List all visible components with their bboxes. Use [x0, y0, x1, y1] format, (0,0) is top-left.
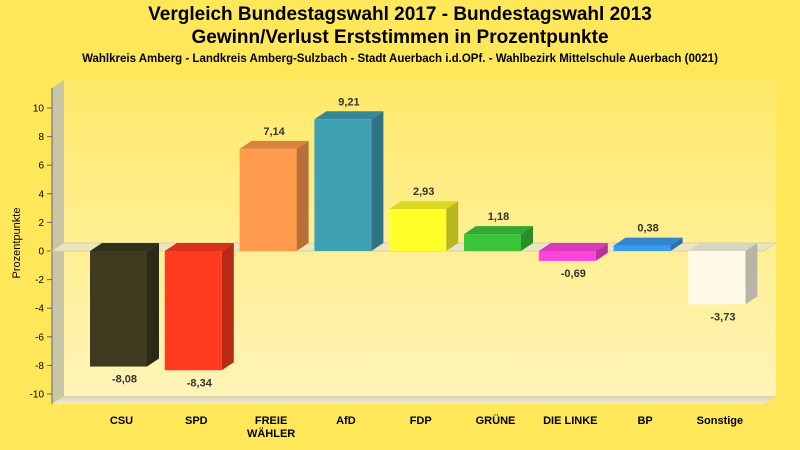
- y-tick-label: 0: [38, 247, 44, 258]
- data-label: 1,18: [488, 211, 509, 223]
- x-category-label: DIE LINKE: [543, 415, 597, 427]
- data-label: -3,73: [710, 311, 735, 323]
- plot-floor: [52, 396, 776, 404]
- bar-side: [521, 226, 533, 251]
- bars: -8,08 -8,34 7,14 9,21 2,93 1,18 -0,69 0,38 -3,73: [50, 96, 778, 389]
- bar: [464, 226, 533, 251]
- bar-front: [164, 251, 222, 371]
- bar-front: [464, 234, 521, 251]
- bar-front: [389, 209, 447, 251]
- bar-front: [239, 148, 297, 251]
- y-tick-label: 4: [38, 189, 44, 200]
- bar-side: [296, 140, 309, 251]
- y-tick-label: -8: [35, 361, 44, 372]
- bar-top: [389, 201, 459, 210]
- bar-side: [371, 111, 384, 251]
- bar: [90, 243, 159, 367]
- plot-left-wall: [52, 80, 64, 404]
- bar-top: [239, 140, 309, 149]
- y-tick-label: 8: [38, 132, 44, 143]
- bar: [538, 243, 608, 261]
- x-category-label: BP: [637, 415, 652, 427]
- bar-side: [595, 243, 608, 261]
- bar-front: [314, 119, 372, 251]
- bar-front: [538, 251, 596, 261]
- bar-top: [613, 237, 683, 246]
- bar-top: [538, 243, 608, 251]
- bar-side: [446, 201, 459, 251]
- data-label: -8,08: [112, 374, 137, 386]
- x-category-label: CSU: [110, 415, 133, 427]
- y-tick-label: -6: [35, 332, 44, 343]
- y-tick-label: 6: [38, 161, 44, 172]
- bar: [688, 243, 758, 305]
- y-axis-label: Prozentpunkte: [11, 208, 23, 279]
- chart-title: Vergleich Bundestagswahl 2017 - Bundesta…: [148, 4, 652, 25]
- bar-top: [688, 243, 758, 251]
- data-label: -0,69: [561, 268, 586, 280]
- bar-top: [464, 226, 533, 235]
- x-category-label: AfD: [336, 415, 356, 427]
- y-tick-label: -2: [35, 275, 44, 286]
- bar: [314, 111, 384, 251]
- y-tick-label: 2: [38, 218, 44, 229]
- data-label: 0,38: [637, 223, 658, 235]
- x-category-label: Sonstige: [697, 415, 743, 427]
- bar-side: [221, 243, 234, 371]
- bar-top: [164, 243, 234, 251]
- chart-subtitle: Wahlkreis Amberg - Landkreis Amberg-Sulz…: [82, 53, 718, 65]
- x-category-label: SPD: [185, 415, 208, 427]
- y-tick-label: 10: [33, 104, 45, 115]
- data-label: 9,21: [338, 96, 359, 108]
- data-label: 7,14: [263, 126, 285, 138]
- bar: [389, 201, 459, 251]
- bar-side: [670, 237, 683, 251]
- bar: [164, 243, 234, 371]
- data-label: -8,34: [187, 377, 213, 389]
- data-label: 2,93: [413, 186, 434, 198]
- x-category-label: FREIE WÄHLER: [247, 415, 295, 440]
- bar-front: [613, 245, 671, 251]
- bar-front: [90, 251, 147, 367]
- chart-subtitle-line: Gewinn/Verlust Erststimmen in Prozentpun…: [191, 27, 609, 48]
- bar-front: [688, 251, 746, 305]
- bar-side: [745, 243, 758, 305]
- x-category-label: GRÜNE: [476, 414, 516, 427]
- y-tick-label: -4: [35, 304, 44, 315]
- bar-top: [90, 243, 159, 251]
- x-category-labels: CSU SPD FREIE WÄHLER AfD FDP GRÜNE DIE LINKE BP S…: [110, 414, 743, 440]
- bar-top: [314, 111, 384, 120]
- x-category-label: FDP: [410, 415, 432, 427]
- bar: [613, 237, 683, 251]
- bar-side: [147, 243, 159, 367]
- bar: [239, 140, 309, 251]
- y-ticks: -10 -8 -6 -4 -2 0 2 4 6 8 10: [30, 104, 52, 401]
- y-tick-label: -10: [30, 390, 45, 401]
